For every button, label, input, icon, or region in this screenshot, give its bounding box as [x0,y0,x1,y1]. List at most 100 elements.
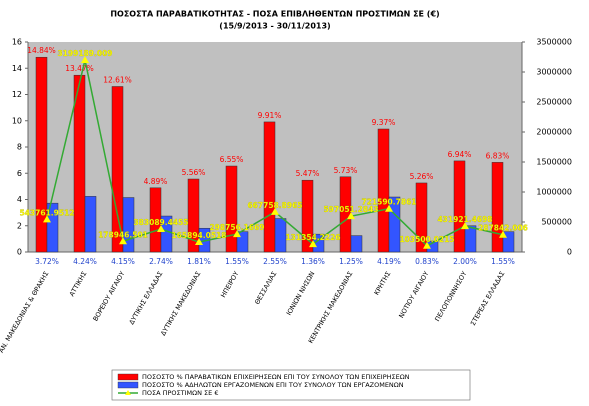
x-tick-label: ΑΝ. ΜΑΚΕΔΟΝΙΑΣ & ΘΡΑΚΗΣ [0,270,50,354]
bar [464,225,477,253]
line-marker [271,207,279,215]
legend-label: ΠΟΣΑ ΠΡΟΣΤΙΜΩΝ ΣΕ € [142,389,218,397]
x-tick-label: ΠΕΛΟΠΟΝΝΗΣΟΥ [433,270,468,323]
chart-title: ΠΟΣΟΣΤΑ ΠΑΡΑΒΑΤΙΚΟΤΗΤΑΣ - ΠΟΣΑ ΕΠΙΒΛΗΘΕΝ… [110,10,439,19]
line-marker [385,204,393,212]
y-tick-label: 16 [12,38,22,47]
x-tick-label: ΚΡΗΤΗΣ [373,270,393,297]
line-value-label: 131354.2226 [285,233,340,242]
value-label: 2.74% [149,257,173,266]
chart-subtitle: (15/9/2013 - 30/11/2013) [219,22,330,31]
bar [35,56,48,253]
bar [491,162,504,253]
line-marker [157,225,165,233]
legend-label: ΠΟΣΟΣΤΟ % ΑΔΗΛΩΤΩΝ ΕΡΓΑΖΟΜΕΝΩΝ ΕΠΙ ΤΟΥ Σ… [142,381,404,389]
bar [377,128,390,253]
value-label: 4.24% [73,257,97,266]
line-value-label: 298756.1669 [209,223,264,232]
value-label: 2.55% [263,257,287,266]
x-tick-label: ΔΥΤΙΚΗΣ ΕΛΛΑΔΑΣ [127,270,164,326]
legend-swatch [117,373,139,381]
y2-tick-label: 500000 [541,218,572,227]
bar [225,165,238,253]
value-label: 6.55% [220,155,244,164]
line-marker [423,241,431,249]
value-label: 9.37% [372,118,396,127]
bar [388,196,401,253]
legend-label: ΠΟΣΟΣΤΟ % ΠΑΡΑΒΑΤΙΚΩΝ ΕΠΙΧΕΙΡΗΣΕΩΝ ΕΠΙ Τ… [142,373,410,381]
y-tick-label: 14 [12,64,22,73]
line-value-label: 667758.8965 [247,201,302,210]
value-label: 2.00% [453,257,477,266]
line-marker [195,238,203,246]
value-label: 3.72% [35,257,59,266]
value-label: 0.83% [415,257,439,266]
value-label: 1.55% [225,257,249,266]
line-value-label: 721590.7861 [361,198,416,207]
bar [73,74,86,253]
value-label: 1.55% [491,257,515,266]
y-tick-label: 8 [17,143,22,152]
value-label: 4.19% [377,257,401,266]
line-value-label: 383089.4455 [133,218,188,227]
bar [122,197,135,253]
value-label: 12.61% [103,75,132,84]
line-marker [309,240,317,248]
line-marker [43,215,51,223]
bar [415,182,428,253]
value-label: 1.36% [301,257,325,266]
value-label: 14.84% [27,46,56,55]
bar [301,179,314,253]
line-marker [461,222,469,230]
value-label: 1.81% [187,257,211,266]
value-label: 4.15% [111,257,135,266]
line-value-label: 287842.006 [478,224,528,233]
bar [46,202,59,253]
x-tick-label: ΚΕΝΤΡΙΚΗΣ ΜΑΚΕΔΟΝΙΑΣ [307,270,355,345]
x-tick-label: ΝΟΤΙΟΥ ΑΙΓΑΙΟΥ [397,270,430,319]
y-tick-label: 6 [17,169,22,178]
y2-tick-label: 2500000 [536,98,572,107]
x-tick-label: ΙΟΝΙΩΝ ΝΗΣΩΝ [285,270,317,317]
line-value-label: 165894.0518 [171,231,226,240]
line-value-label: 597051.2843 [323,205,378,214]
bar [274,218,287,253]
legend-swatch [117,381,139,389]
line-marker [347,212,355,220]
bar [111,86,124,253]
line-value-label: 103500.0215 [399,235,454,244]
bar [502,231,515,253]
legend-marker [125,390,131,395]
x-tick-label: ΗΠΕΙΡΟΥ [219,270,240,299]
bar [84,196,97,253]
value-label: 6.83% [486,151,510,160]
y2-tick-label: 1500000 [536,158,572,167]
value-label: 6.94% [448,150,472,159]
x-tick-label: ΑΤΤΙΚΗΣ [68,270,89,298]
line-value-label: 543761.9512 [19,208,74,217]
y2-tick-label: 2000000 [536,128,572,137]
line-marker [119,237,127,245]
bar [453,160,466,253]
y2-tick-label: 1000000 [536,188,572,197]
y-tick-label: 4 [17,195,22,204]
bar [187,178,200,253]
line-marker [499,230,507,238]
y2-tick-label: 3500000 [536,38,572,47]
line-value-label: 431921.4698 [437,215,492,224]
value-label: 1.25% [339,257,363,266]
value-label: 5.73% [334,166,358,175]
x-tick-label: ΔΥΤΙΚΗΣ ΜΑΚΕΔΟΝΙΑΣ [159,270,202,337]
y-tick-label: 12 [12,90,22,99]
line-marker [233,230,241,238]
value-label: 9.91% [258,111,282,120]
y-tick-label: 0 [17,248,22,257]
bar [350,235,363,253]
x-tick-label: ΒΟΡΕΙΟΥ ΑΙΓΑΙΟΥ [91,270,126,323]
bar [263,121,276,253]
legend [111,369,471,401]
y2-tick-label: 3000000 [536,68,572,77]
x-tick-label: ΣΤΕΡΕΑΣ ΕΛΛΑΔΑΣ [469,270,507,327]
